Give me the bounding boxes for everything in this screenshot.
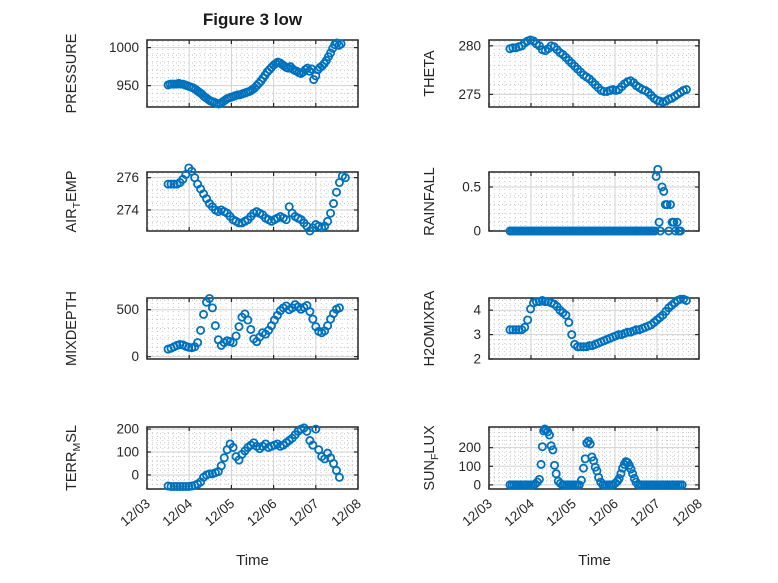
ytick-label: 100 [458, 459, 481, 474]
ytick-label: 3 [473, 327, 481, 342]
ytick-label: 274 [116, 202, 139, 217]
subplot-sun_flux: 0 100 200 SUNFLUX 12/03 12/04 12/05 12/06 12/07 1… [422, 424, 705, 530]
ylabel-h2omixra: H2OMIXRA [422, 290, 438, 366]
xtick-label: 12/05 [543, 496, 579, 529]
series-pressure [163, 38, 346, 109]
subplot-terr_msl: 0 100 200 TERRMSL 12/03 12/04 12/05 12/06 12/07 1… [64, 422, 364, 529]
subplot-mixdepth: 0 500 MIXDEPTH [64, 291, 359, 366]
xtick-label: 12/03 [459, 496, 495, 529]
xtick-label: 12/07 [627, 496, 663, 529]
xtick-label: 12/06 [585, 496, 621, 529]
subplot-theta: 275 280 THETA [422, 35, 700, 108]
ylabel-mixdepth: MIXDEPTH [64, 291, 80, 366]
ytick-label: 4 [473, 303, 481, 318]
series-terr_msl [163, 423, 344, 491]
xtick-label: 12/03 [117, 496, 153, 529]
ytick-label: 0 [473, 477, 481, 492]
ytick-label: 500 [116, 302, 139, 317]
xtick-label: 12/04 [160, 496, 196, 530]
ytick-label: 200 [116, 422, 139, 437]
ytick-label: 0 [131, 467, 139, 482]
ylabel-rainfall: RAINFALL [422, 167, 438, 236]
ylabel-air_temp: AIRTEMP [64, 170, 83, 232]
series-h2omixra [505, 294, 691, 352]
ytick-label: 2 [473, 352, 481, 367]
ylabel-sun_flux: SUNFLUX [422, 425, 441, 491]
ytick-label: 280 [458, 38, 481, 53]
x-axis-label-right: Time [578, 552, 611, 569]
ylabel-pressure: PRESSURE [64, 33, 80, 113]
xtick-label: 12/05 [202, 496, 238, 529]
ytick-label: 0 [131, 349, 139, 364]
ytick-label: 950 [116, 78, 139, 93]
series-mixdepth [163, 293, 344, 354]
ytick-label: 0.5 [462, 179, 481, 194]
ytick-label: 0 [473, 224, 481, 239]
series-rainfall [505, 164, 686, 236]
ylabel-terr_msl: TERRMSL [64, 425, 83, 491]
subplot-rainfall: 0 0.5 RAINFALL [422, 164, 700, 239]
series-theta [505, 35, 691, 107]
ytick-label: 200 [458, 440, 481, 455]
subplot-pressure: 950 1000 PRESSURE [64, 33, 359, 113]
series-air_temp [163, 163, 350, 236]
ytick-label: 100 [116, 445, 139, 460]
ylabel-theta: THETA [422, 50, 438, 97]
xtick-label: 12/07 [286, 496, 322, 529]
series-sun_flux [505, 424, 687, 490]
figure-title: Figure 3 low [202, 10, 303, 29]
subplot-h2omixra: 2 3 4 H2OMIXRA [422, 290, 700, 367]
ytick-label: 276 [116, 170, 139, 185]
xtick-label: 12/08 [328, 496, 364, 529]
x-axis-label-left: Time [236, 552, 269, 569]
xtick-label: 12/08 [669, 496, 705, 529]
xtick-label: 12/04 [501, 496, 537, 530]
subplot-air_temp: 274 276 AIRTEMP [64, 163, 359, 236]
ytick-label: 1000 [109, 40, 139, 55]
ytick-label: 275 [458, 87, 481, 102]
xtick-label: 12/06 [244, 496, 280, 529]
